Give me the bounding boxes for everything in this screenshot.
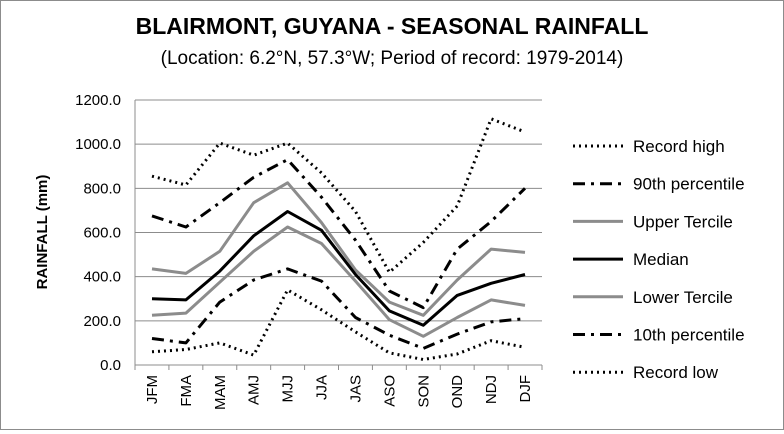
x-tick-label: OND [449,375,466,409]
legend: Record high 90th percentile Upper Tercile M… [573,137,745,382]
y-tick-label: 200.0 [83,313,121,330]
y-tick-label: 600.0 [83,225,121,242]
series-line-median [151,210,526,327]
x-tick-label: SON [415,375,432,408]
series-line-record-low [151,288,526,361]
legend-label: 90th percentile [633,175,745,194]
x-tick-label: JAS [347,375,364,403]
y-tick-label: 800.0 [83,180,121,197]
chart-title: BLAIRMONT, GUYANA - SEASONAL RAINFALL [136,13,649,39]
x-tick-label: JJA [314,375,331,400]
series-line-10th-percentile [151,267,526,350]
x-tick-label: DJF [517,375,534,403]
x-tick-label: ASO [381,375,398,407]
x-tick-label: FMA [178,375,195,407]
y-tick-label: 1000.0 [75,136,121,153]
legend-label: Median [633,250,689,269]
x-tick-label: MAM [212,375,229,410]
series-line-record-high [151,117,526,274]
y-tick-label: 400.0 [83,269,121,286]
x-tick-label: AMJ [246,375,263,405]
legend-label: Record low [633,363,719,382]
x-tick-label: MJJ [280,375,297,403]
legend-label: 10th percentile [633,326,745,345]
series-line-upper-tercile [151,181,526,317]
x-tick-label: NDJ [483,375,500,404]
series-layer [151,117,527,361]
legend-label: Lower Tercile [633,288,733,307]
y-axis-label: RAINFALL (mm) [34,175,51,290]
series-line-90th-percentile [151,158,527,310]
y-tick-label: 0.0 [100,357,121,374]
legend-label: Record high [633,137,725,156]
legend-label: Upper Tercile [633,212,733,231]
grid-layer [134,99,543,370]
x-tick-label: JFM [144,375,161,404]
x-tick-labels: JFM FMA MAM AMJ MJJ JJA JAS ASO SON OND NDJ DJF [144,375,534,410]
chart-subtitle: (Location: 6.2°N, 57.3°W; Period of reco… [161,48,624,69]
series-line-lower-tercile [151,225,526,338]
y-tick-labels: 0.0 200.0 400.0 600.0 800.0 1000.0 1200.0 [75,92,121,374]
y-tick-label: 1200.0 [75,92,121,109]
